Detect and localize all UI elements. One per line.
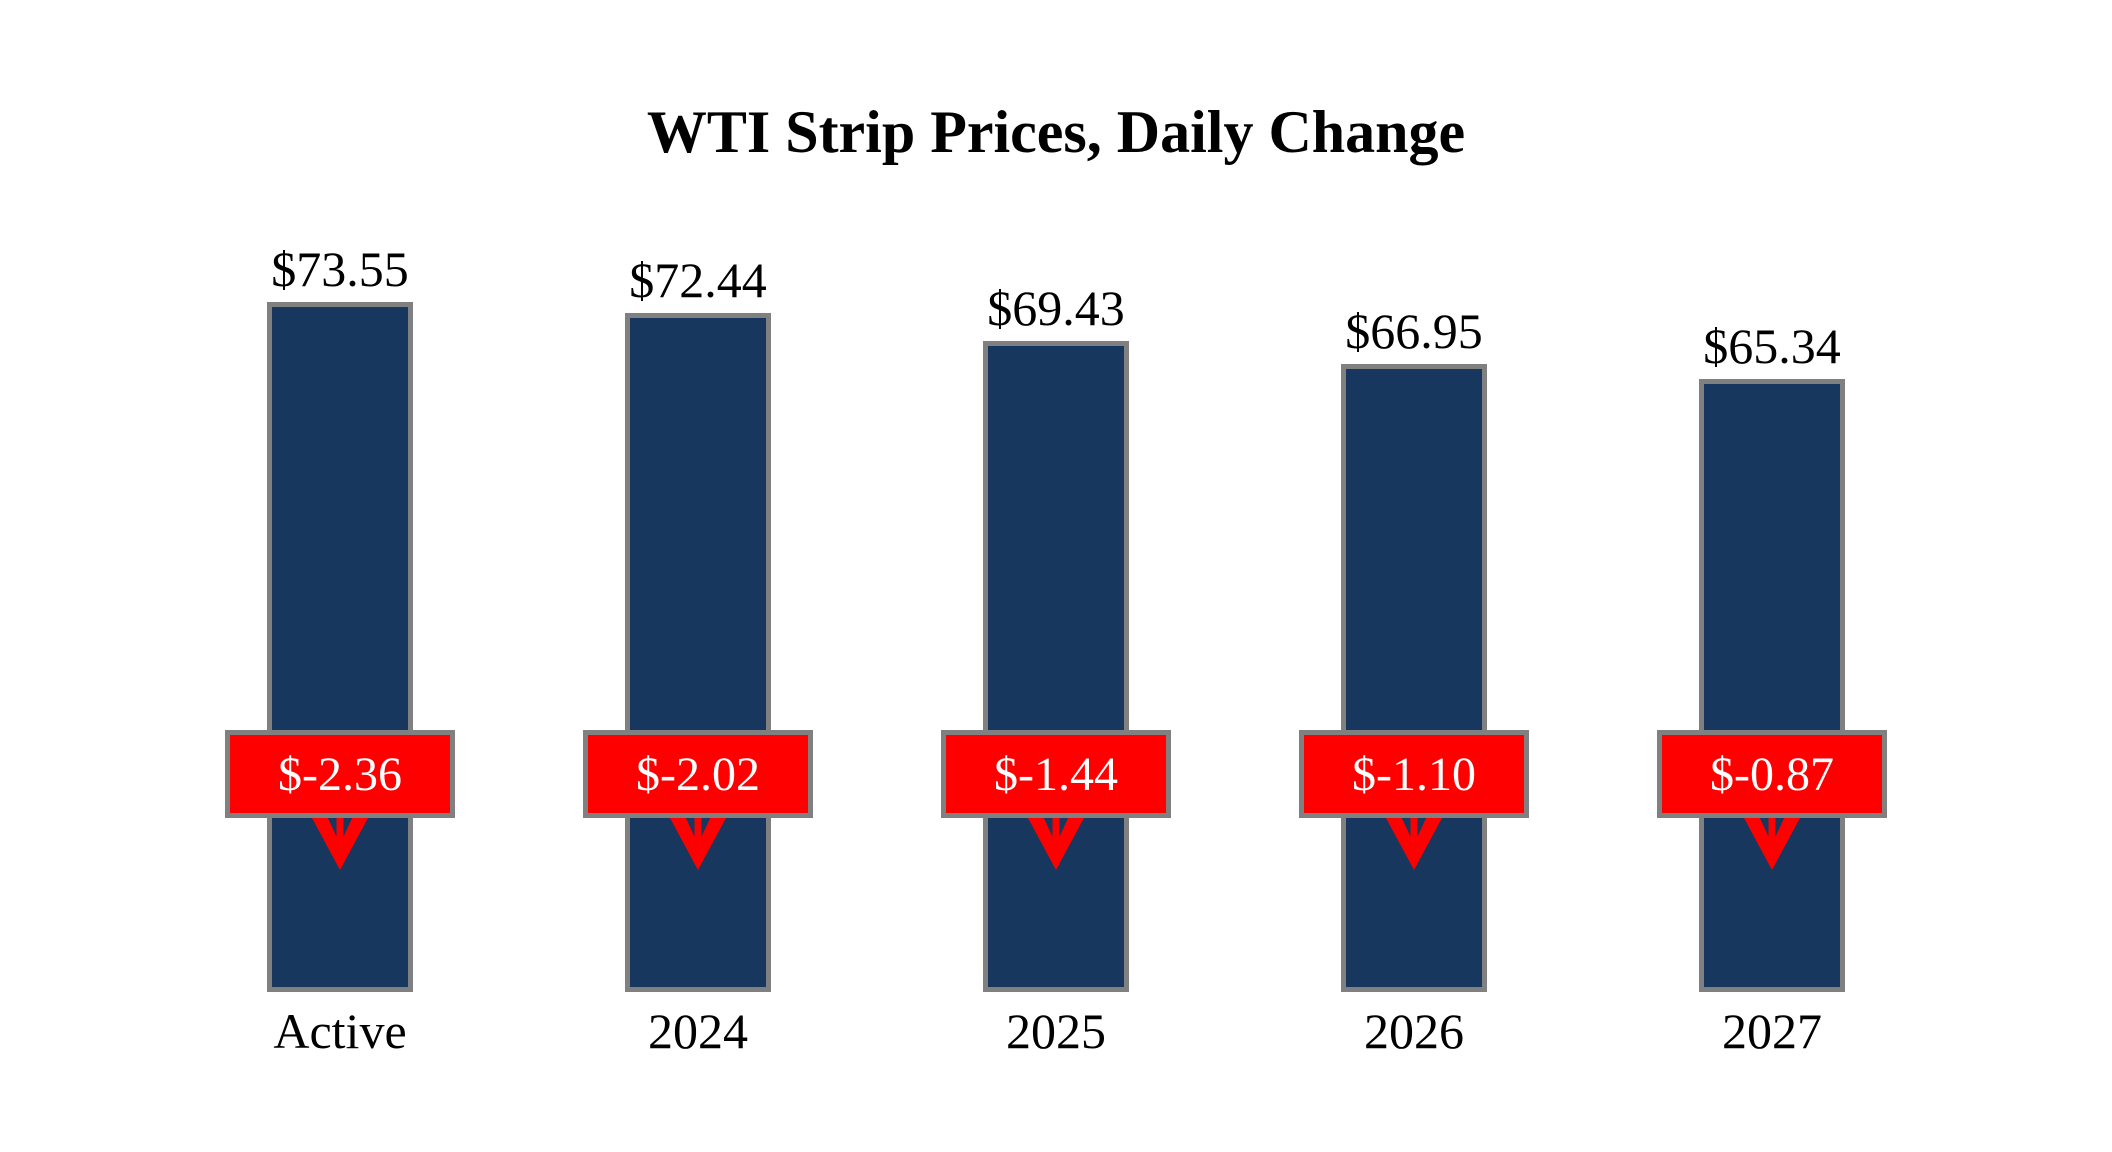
bar xyxy=(1341,364,1487,992)
change-badge: $-2.02 xyxy=(583,730,813,818)
bar-value-label: $69.43 xyxy=(987,280,1125,336)
change-badge: $-1.44 xyxy=(941,730,1171,818)
bar-category-label: Active xyxy=(273,1003,407,1059)
bar-category-label: 2026 xyxy=(1364,1003,1464,1059)
bar-value-label: $73.55 xyxy=(271,241,409,297)
down-arrow-icon xyxy=(1028,812,1084,870)
down-arrow-icon xyxy=(670,812,726,870)
bar-category-label: 2025 xyxy=(1006,1003,1106,1059)
change-badge: $-2.36 xyxy=(225,730,455,818)
bar-value-label: $66.95 xyxy=(1345,303,1483,359)
bar xyxy=(983,341,1129,992)
bar-category-label: 2027 xyxy=(1722,1003,1822,1059)
change-badge: $-0.87 xyxy=(1657,730,1887,818)
change-badge: $-1.10 xyxy=(1299,730,1529,818)
bar-value-label: $72.44 xyxy=(629,252,767,308)
bar xyxy=(1699,379,1845,992)
bar-category-label: 2024 xyxy=(648,1003,748,1059)
bar-value-label: $65.34 xyxy=(1703,318,1841,374)
down-arrow-icon xyxy=(1744,812,1800,870)
bar xyxy=(267,302,413,992)
down-arrow-icon xyxy=(312,812,368,870)
down-arrow-icon xyxy=(1386,812,1442,870)
bar xyxy=(625,313,771,992)
chart-title: WTI Strip Prices, Daily Change xyxy=(646,99,1466,165)
